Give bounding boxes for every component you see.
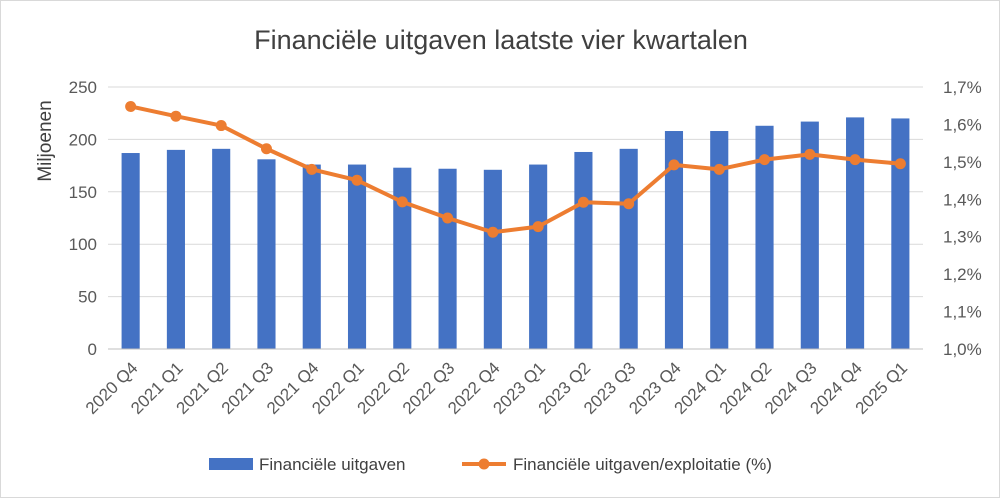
y-right-tick-label: 1,3% — [943, 228, 982, 247]
y-left-tick-label: 100 — [69, 235, 97, 254]
line-marker — [487, 226, 499, 238]
line-series — [125, 100, 906, 238]
bar — [121, 153, 140, 349]
bar — [710, 131, 729, 349]
line-marker — [849, 154, 861, 166]
line-marker — [623, 198, 635, 210]
bar — [529, 164, 548, 349]
y-right-tick-label: 1,1% — [943, 303, 982, 322]
bar — [257, 159, 276, 349]
bar — [438, 168, 457, 349]
bar — [619, 148, 638, 349]
bar — [166, 149, 185, 349]
legend-label-bars: Financiële uitgaven — [259, 455, 405, 474]
bar — [483, 169, 502, 349]
line-marker — [804, 148, 816, 160]
line-marker — [442, 212, 454, 224]
bar — [891, 118, 910, 349]
y-left-tick-label: 50 — [78, 288, 97, 307]
y-right-tick-label: 1,6% — [943, 115, 982, 134]
line-path — [130, 104, 901, 235]
y-axis-left: 0 50 100 150 200 250 — [69, 78, 97, 359]
line-marker — [125, 100, 137, 112]
y-right-tick-label: 1,0% — [943, 340, 982, 359]
bar — [664, 131, 684, 349]
y-axis-right: 1,0% 1,1% 1,2% 1,3% 1,4% 1,5% 1,6% 1,7% — [943, 78, 982, 359]
legend-label-line: Financiële uitgaven/exploitatie (%) — [513, 455, 772, 474]
y-axis-title: Miljoenen — [35, 100, 56, 181]
bar — [574, 151, 593, 349]
line-marker — [396, 196, 408, 208]
line-marker — [260, 143, 272, 155]
legend: Financiële uitgaven Financiële uitgaven/… — [209, 455, 772, 474]
y-left-tick-label: 250 — [69, 78, 97, 97]
bar — [846, 117, 865, 349]
y-right-tick-label: 1,7% — [943, 78, 982, 97]
line-marker — [306, 163, 318, 175]
y-left-tick-label: 200 — [69, 130, 97, 149]
y-left-tick-label: 150 — [69, 183, 97, 202]
line-marker — [170, 110, 182, 122]
bar — [800, 121, 819, 349]
line-marker — [577, 196, 589, 208]
bar — [755, 125, 774, 349]
bar — [212, 148, 231, 349]
line-marker — [759, 154, 771, 166]
y-right-tick-label: 1,4% — [943, 190, 982, 209]
bar — [347, 164, 367, 349]
y-right-tick-label: 1,5% — [943, 153, 982, 172]
bar — [302, 164, 321, 349]
line-marker — [532, 221, 544, 233]
line-marker — [894, 158, 906, 170]
legend-swatch-marker — [478, 458, 490, 470]
bar-series — [121, 117, 910, 349]
line-marker — [351, 174, 363, 186]
line-marker — [668, 159, 680, 171]
legend-swatch-bars — [209, 458, 253, 470]
chart-title: Financiële uitgaven laatste vier kwartal… — [254, 25, 748, 55]
line-marker — [215, 120, 227, 132]
y-right-tick-label: 1,2% — [943, 265, 982, 284]
line-marker — [713, 163, 725, 175]
y-left-tick-label: 0 — [88, 340, 97, 359]
bar — [393, 167, 412, 349]
